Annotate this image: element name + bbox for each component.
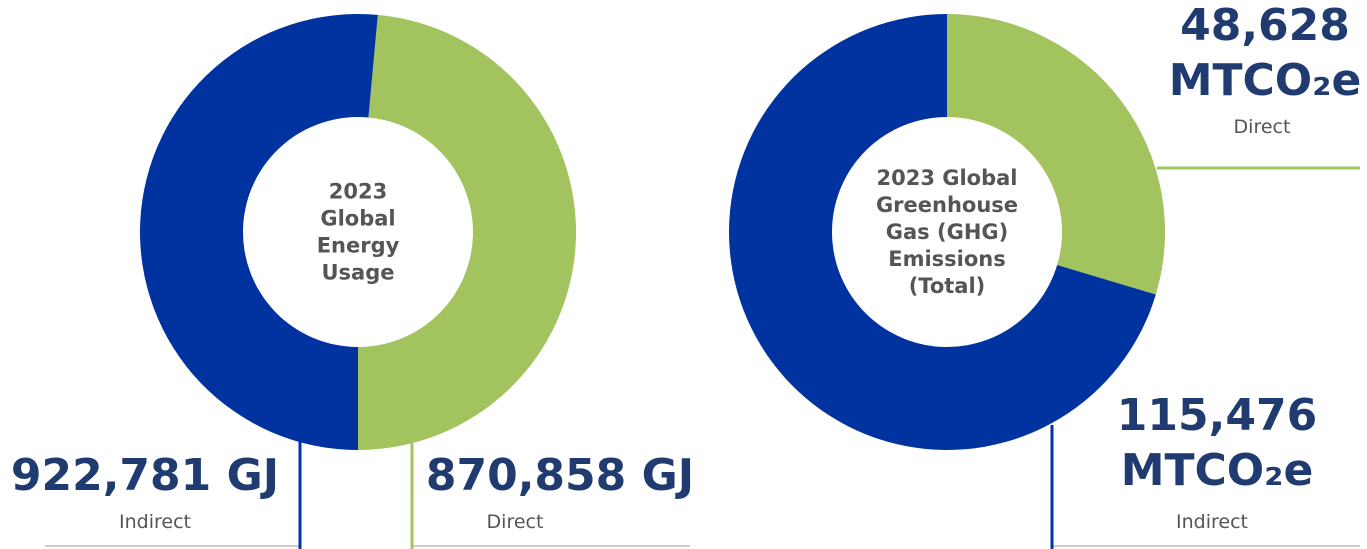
center-title: Usage xyxy=(322,261,395,285)
value-label: 115,476 xyxy=(1117,390,1317,441)
value-number: 922,781 xyxy=(11,450,211,501)
donut-slice xyxy=(358,14,577,450)
center-title: 2023 xyxy=(329,180,387,204)
value-number: 870,858 xyxy=(426,450,626,501)
donut-slice xyxy=(947,14,1165,295)
value-label: 870,858 GJ xyxy=(426,450,694,501)
donut-slice xyxy=(140,14,378,450)
unit-label: MTCO₂e xyxy=(1121,445,1314,496)
unit-label: MTCO₂e xyxy=(1169,55,1362,106)
value-unit: GJ xyxy=(227,450,280,501)
center-title: 2023 Global xyxy=(876,166,1017,190)
center-title: Global xyxy=(320,207,395,231)
value-label: 48,628 xyxy=(1180,0,1350,51)
category-label: Direct xyxy=(487,511,544,533)
center-title: Energy xyxy=(317,234,400,258)
center-title: Greenhouse xyxy=(876,193,1018,217)
value-label: 922,781 GJ xyxy=(11,450,279,501)
category-label: Direct xyxy=(1234,116,1291,138)
center-title: (Total) xyxy=(909,274,986,298)
value-unit: GJ xyxy=(642,450,695,501)
donut-slice xyxy=(728,14,1156,450)
category-label: Indirect xyxy=(1176,511,1248,533)
center-title: Gas (GHG) xyxy=(886,220,1008,244)
category-label: Indirect xyxy=(119,511,191,533)
center-title: Emissions xyxy=(888,247,1006,271)
